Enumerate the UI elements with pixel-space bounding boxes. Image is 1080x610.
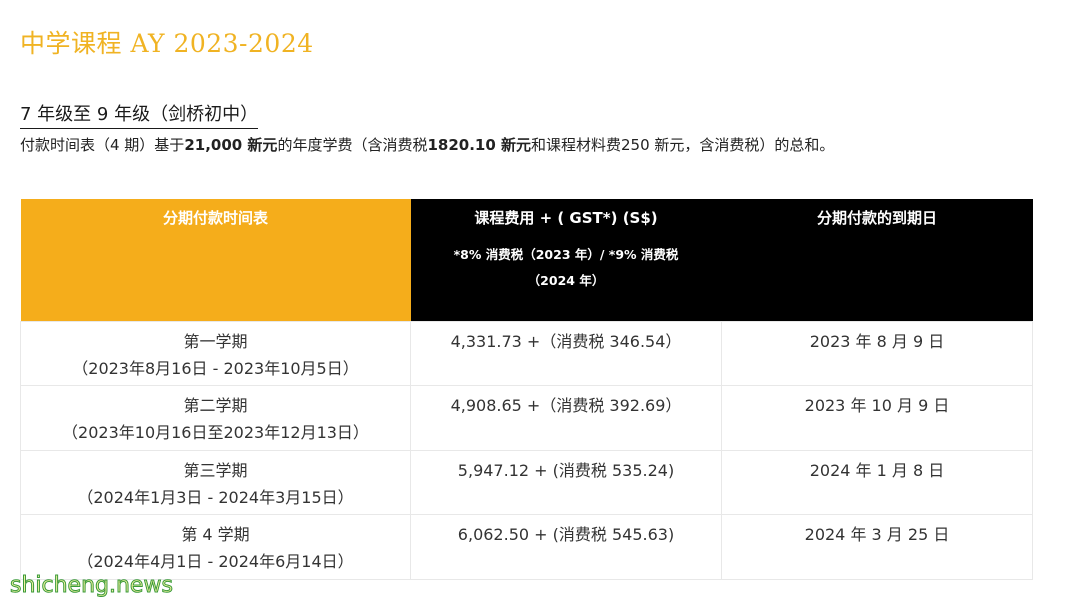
term-period: （2024年4月1日 - 2024年6月14日）	[77, 552, 354, 571]
term-name: 第二学期	[183, 396, 248, 415]
due-date: 2024 年 1 月 8 日	[809, 460, 945, 480]
payment-schedule-table: 分期付款时间表 课程费用 + ( GST*) (S$) *8% 消费税（2023…	[20, 199, 1033, 580]
due-date-cell: 2024 年 1 月 8 日	[721, 449, 1033, 515]
term-name: 第一学期	[183, 331, 248, 351]
term-period: （2023年10月16日至2023年12月13日）	[62, 423, 369, 442]
table-row: 第二学期 （2023年10月16日至2023年12月13日） 4,908.65 …	[20, 385, 1033, 451]
fee-cell: 5,947.12 + (消费税 535.24)	[410, 449, 722, 515]
intro-annual-fee: 21,000 新元	[184, 136, 278, 154]
section-heading: 7 年级至 9 年级（剑桥初中）	[20, 100, 259, 129]
term-period: （2023年8月16日 - 2023年10月5日）	[72, 358, 359, 378]
intro-text-1: 付款时间表（4 期）基于	[20, 136, 185, 154]
fee-amount: 4,331.73 +（消费税 346.54）	[450, 331, 682, 351]
intro-text-2: 的年度学费（含消费税	[277, 136, 428, 154]
due-date-cell: 2023 年 10 月 9 日	[721, 385, 1033, 451]
term-period: （2024年1月3日 - 2024年3月15日）	[77, 487, 354, 507]
due-date-cell: 2024 年 3 月 25 日	[721, 514, 1033, 580]
fee-cell: 6,062.50 + (消费税 545.63)	[410, 514, 722, 580]
intro-paragraph: 付款时间表（4 期）基于21,000 新元的年度学费（含消费税1820.10 新…	[20, 134, 834, 155]
term-name: 第三学期	[183, 460, 248, 480]
intro-gst-amount: 1820.10 新元	[427, 136, 531, 154]
table-row: 第一学期 （2023年8月16日 - 2023年10月5日） 4,331.73 …	[20, 320, 1033, 386]
header-course-fee-label: 课程费用 + ( GST*) (S$)	[474, 209, 658, 227]
watermark: shicheng.news	[10, 573, 174, 599]
due-date: 2023 年 8 月 9 日	[809, 331, 945, 351]
term-cell: 第 4 学期 （2024年4月1日 - 2024年6月14日）	[20, 514, 411, 580]
header-gst-note: *8% 消费税（2023 年）/ *9% 消费税（2024 年）	[453, 247, 679, 288]
header-due-date: 分期付款的到期日	[721, 199, 1033, 321]
header-course-fee: 课程费用 + ( GST*) (S$) *8% 消费税（2023 年）/ *9%…	[410, 199, 722, 321]
table-header-row: 分期付款时间表 课程费用 + ( GST*) (S$) *8% 消费税（2023…	[20, 199, 1033, 321]
fee-cell: 4,331.73 +（消费税 346.54）	[410, 320, 722, 386]
table-row: 第 4 学期 （2024年4月1日 - 2024年6月14日） 6,062.50…	[20, 514, 1033, 580]
fee-cell: 4,908.65 +（消费税 392.69）	[410, 385, 722, 451]
term-cell: 第一学期 （2023年8月16日 - 2023年10月5日）	[20, 320, 411, 386]
table-row: 第三学期 （2024年1月3日 - 2024年3月15日） 5,947.12 +…	[20, 449, 1033, 515]
term-cell: 第二学期 （2023年10月16日至2023年12月13日）	[20, 385, 411, 451]
term-cell: 第三学期 （2024年1月3日 - 2024年3月15日）	[20, 449, 411, 515]
due-date: 2024 年 3 月 25 日	[804, 525, 950, 544]
fee-amount: 5,947.12 + (消费税 535.24)	[457, 460, 675, 480]
term-name: 第 4 学期	[181, 525, 250, 544]
fee-amount: 4,908.65 +（消费税 392.69）	[450, 396, 682, 415]
due-date-cell: 2023 年 8 月 9 日	[721, 320, 1033, 386]
fee-amount: 6,062.50 + (消费税 545.63)	[457, 525, 675, 544]
header-installment-schedule: 分期付款时间表	[20, 199, 411, 321]
intro-text-3: 和课程材料费250 新元，含消费税）的总和。	[531, 136, 835, 154]
page-title: 中学课程 AY 2023-2024	[20, 29, 314, 58]
due-date: 2023 年 10 月 9 日	[804, 396, 950, 415]
